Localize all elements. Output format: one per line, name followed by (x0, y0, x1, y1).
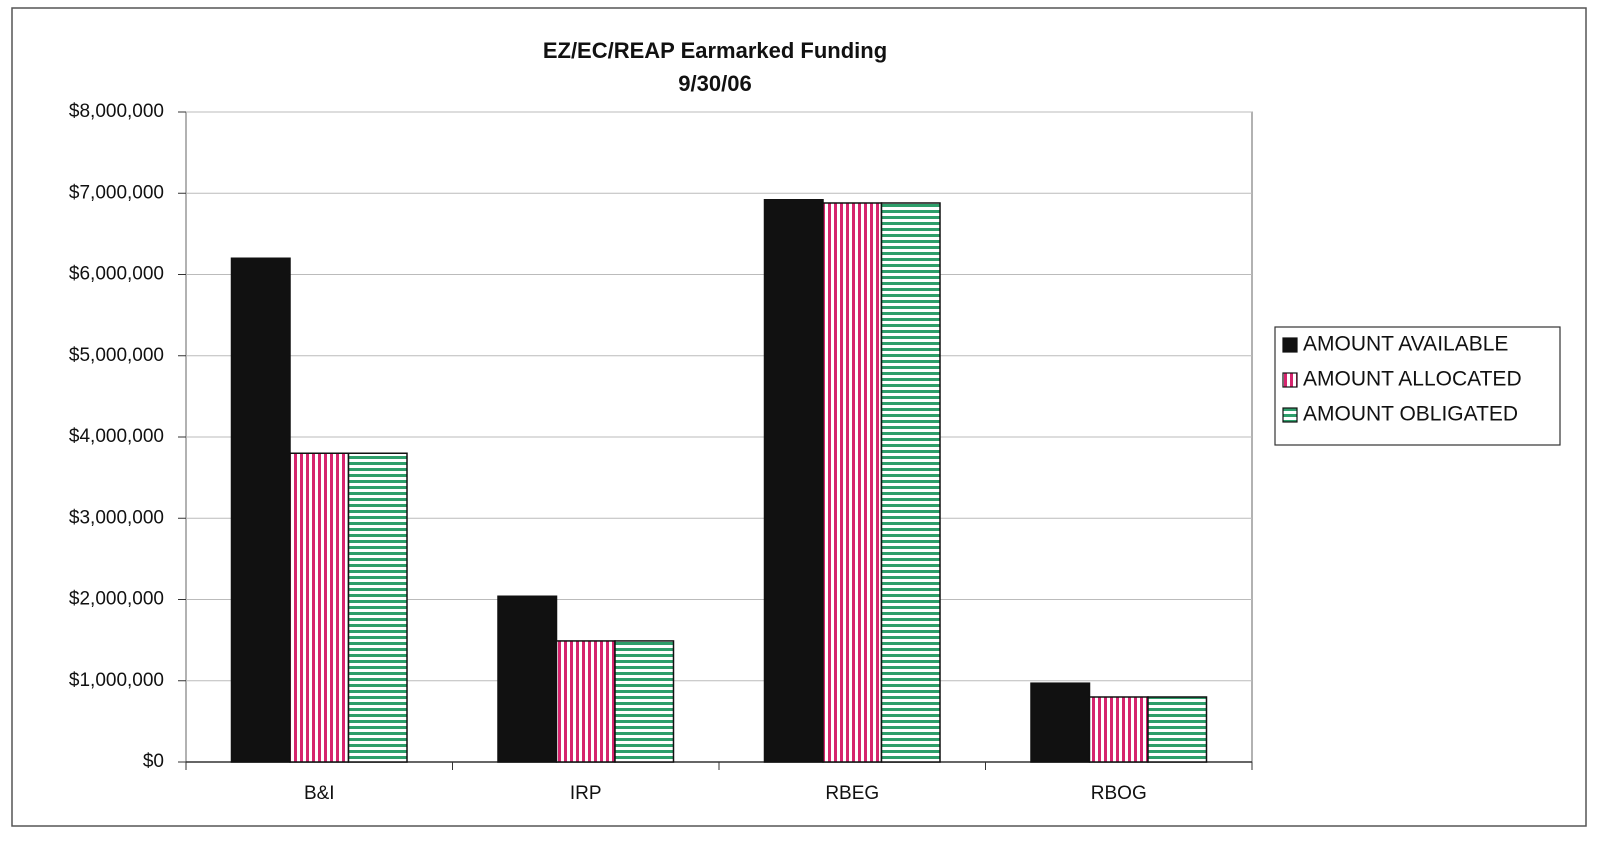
bar (1147, 696, 1208, 763)
legend-swatch (1282, 337, 1298, 353)
x-tick-label: B&I (304, 783, 335, 804)
bar (230, 257, 291, 763)
legend-label: AMOUNT ALLOCATED (1303, 368, 1522, 391)
y-tick-label: $7,000,000 (69, 182, 164, 203)
y-tick-label: $4,000,000 (69, 426, 164, 447)
chart-title: EZ/EC/REAP Earmarked Funding (543, 38, 887, 63)
bar (555, 640, 616, 763)
bar (880, 202, 941, 763)
chart-frame (11, 7, 1587, 827)
chart-subtitle: 9/30/06 (678, 71, 751, 96)
bar (497, 595, 558, 763)
legend-box (1274, 326, 1561, 446)
bar (763, 199, 824, 763)
bar (1088, 696, 1149, 763)
y-tick-label: $3,000,000 (69, 507, 164, 528)
y-tick-label: $6,000,000 (69, 264, 164, 285)
y-tick-label: $5,000,000 (69, 345, 164, 366)
y-tick-label: $8,000,000 (69, 101, 164, 122)
legend-label: AMOUNT AVAILABLE (1303, 333, 1508, 356)
x-tick-label: RBOG (1091, 783, 1147, 804)
bar (1030, 682, 1091, 763)
legend-swatch (1282, 372, 1298, 388)
x-tick-label: IRP (570, 783, 602, 804)
bar (289, 452, 350, 763)
bar (614, 640, 675, 763)
x-tick-label: RBEG (825, 783, 879, 804)
bar (822, 202, 883, 763)
legend-label: AMOUNT OBLIGATED (1303, 403, 1518, 426)
y-tick-label: $2,000,000 (69, 589, 164, 610)
legend-swatch (1282, 407, 1298, 423)
y-tick-label: $0 (143, 751, 164, 772)
y-tick-label: $1,000,000 (69, 670, 164, 691)
bar (347, 452, 408, 763)
